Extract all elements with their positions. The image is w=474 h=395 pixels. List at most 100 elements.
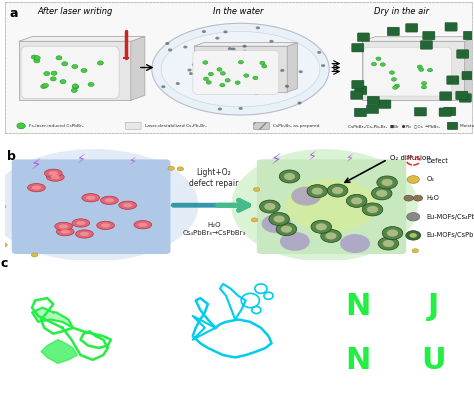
FancyBboxPatch shape [423, 31, 435, 40]
Circle shape [217, 68, 222, 71]
Circle shape [376, 190, 387, 197]
FancyBboxPatch shape [445, 23, 457, 31]
Circle shape [176, 82, 180, 85]
Circle shape [192, 63, 196, 66]
Circle shape [407, 176, 419, 183]
FancyBboxPatch shape [464, 31, 474, 40]
Circle shape [202, 30, 206, 33]
Circle shape [328, 184, 348, 197]
Text: ⚡: ⚡ [30, 156, 41, 171]
Circle shape [17, 123, 25, 129]
Ellipse shape [82, 194, 100, 202]
Ellipse shape [97, 221, 114, 229]
Text: Dry in the air: Dry in the air [374, 7, 429, 16]
FancyBboxPatch shape [21, 46, 119, 99]
Circle shape [412, 249, 419, 253]
Polygon shape [362, 41, 465, 100]
Circle shape [428, 68, 433, 72]
Circle shape [276, 223, 297, 236]
FancyBboxPatch shape [462, 71, 474, 80]
Text: O₂ diffusion: O₂ diffusion [390, 155, 431, 161]
Circle shape [215, 37, 219, 40]
Circle shape [225, 79, 230, 82]
Circle shape [72, 64, 78, 69]
Circle shape [238, 107, 243, 110]
Circle shape [205, 71, 210, 74]
Circle shape [419, 68, 424, 71]
Circle shape [311, 188, 323, 195]
Polygon shape [41, 340, 78, 363]
Circle shape [299, 70, 303, 73]
Polygon shape [194, 46, 287, 92]
Circle shape [31, 253, 38, 257]
FancyBboxPatch shape [420, 41, 432, 49]
Ellipse shape [56, 228, 74, 236]
Circle shape [311, 220, 331, 233]
Circle shape [216, 70, 220, 73]
Circle shape [220, 71, 225, 75]
Circle shape [268, 71, 272, 73]
Polygon shape [19, 41, 131, 100]
Circle shape [220, 83, 225, 87]
Circle shape [253, 187, 260, 192]
Circle shape [97, 61, 103, 65]
Circle shape [389, 71, 394, 74]
Circle shape [362, 203, 383, 216]
Text: CsPbBr₃/Cs₄Pb₂Br₂  ■Br  ●Pb  ○Cs  ═PbBr₂: CsPbBr₃/Cs₄Pb₂Br₂ ■Br ●Pb ○Cs ═PbBr₂ [348, 124, 440, 128]
Circle shape [285, 85, 289, 88]
Circle shape [168, 49, 172, 51]
Circle shape [307, 185, 328, 198]
Circle shape [265, 79, 270, 83]
Text: c: c [0, 257, 8, 270]
Text: Eu-MOFs/CsPbBr₃: Eu-MOFs/CsPbBr₃ [426, 232, 474, 239]
Circle shape [376, 57, 381, 60]
Text: After laser writing: After laser writing [37, 7, 112, 16]
Ellipse shape [46, 173, 64, 181]
Circle shape [407, 213, 420, 221]
Circle shape [187, 69, 191, 71]
FancyBboxPatch shape [459, 94, 472, 102]
Circle shape [378, 237, 399, 250]
Circle shape [273, 216, 285, 223]
Circle shape [297, 102, 301, 105]
Text: ⚡: ⚡ [271, 152, 282, 167]
Circle shape [316, 223, 327, 230]
FancyBboxPatch shape [387, 27, 400, 36]
FancyBboxPatch shape [352, 80, 364, 89]
Ellipse shape [119, 201, 137, 209]
Text: Eu-MOFs/Cs₄PbBr₆: Eu-MOFs/Cs₄PbBr₆ [426, 214, 474, 220]
FancyBboxPatch shape [254, 122, 269, 130]
Circle shape [199, 68, 202, 71]
Circle shape [243, 50, 247, 53]
Circle shape [0, 205, 6, 209]
Text: Fs-laser-induced CsPbBr₃: Fs-laser-induced CsPbBr₃ [29, 124, 83, 128]
Circle shape [326, 232, 337, 239]
Circle shape [291, 186, 321, 205]
Text: Laser-destabilized Cs₄Pb₂Br₆: Laser-destabilized Cs₄Pb₂Br₆ [145, 124, 207, 128]
FancyBboxPatch shape [357, 33, 370, 41]
Circle shape [392, 77, 396, 81]
Text: a: a [9, 7, 18, 20]
Circle shape [269, 213, 290, 226]
Ellipse shape [105, 198, 114, 202]
Text: 3 μm: 3 μm [383, 316, 400, 321]
Circle shape [165, 42, 169, 45]
Circle shape [81, 68, 87, 73]
Polygon shape [194, 43, 298, 46]
Circle shape [392, 86, 398, 89]
FancyBboxPatch shape [456, 50, 469, 58]
Circle shape [332, 187, 343, 194]
Circle shape [260, 61, 265, 65]
Circle shape [223, 30, 228, 33]
Circle shape [394, 84, 400, 88]
Circle shape [321, 229, 341, 243]
Polygon shape [32, 308, 73, 328]
Text: J: J [428, 292, 439, 321]
Circle shape [51, 71, 57, 75]
Circle shape [203, 77, 209, 81]
Ellipse shape [123, 203, 132, 207]
Ellipse shape [0, 149, 199, 261]
Circle shape [168, 166, 174, 170]
Text: ⚡: ⚡ [308, 150, 317, 163]
Ellipse shape [134, 220, 152, 229]
